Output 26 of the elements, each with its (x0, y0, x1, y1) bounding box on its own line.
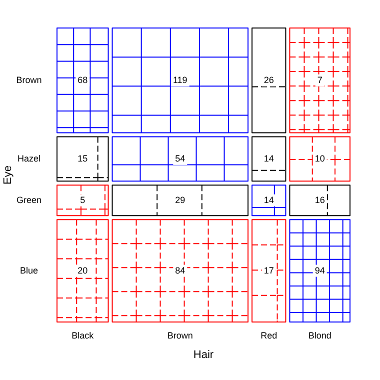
data-label: 26 (264, 74, 274, 85)
data-label: 84 (175, 265, 186, 276)
data-label: 29 (175, 194, 186, 205)
y-axis-title: Eye (2, 166, 14, 184)
data-label: 14 (264, 153, 274, 164)
data-label: 94 (314, 265, 325, 276)
data-label: 119 (172, 74, 188, 85)
data-label: 68 (78, 74, 88, 85)
x-tick-label: Brown (167, 330, 193, 340)
y-tick-label: Hazel (17, 153, 41, 164)
data-label: 17 (264, 265, 274, 276)
y-tick-label: Brown (16, 74, 42, 85)
x-tick-label: Red (260, 330, 278, 340)
data-label: 54 (175, 153, 186, 164)
data-label: 20 (78, 265, 88, 276)
data-label: 10 (314, 153, 325, 164)
data-label: 7 (317, 74, 322, 85)
x-tick-label: Black (72, 330, 94, 340)
y-tick-label: Green (16, 194, 42, 205)
data-label: 16 (314, 194, 325, 205)
data-label: 5 (80, 194, 86, 205)
data-label: 15 (78, 153, 88, 164)
x-tick-label: Blond (308, 330, 332, 340)
data-label: 14 (264, 194, 274, 205)
x-axis-title: Hair (193, 349, 214, 362)
y-tick-label: Blue (20, 265, 38, 276)
